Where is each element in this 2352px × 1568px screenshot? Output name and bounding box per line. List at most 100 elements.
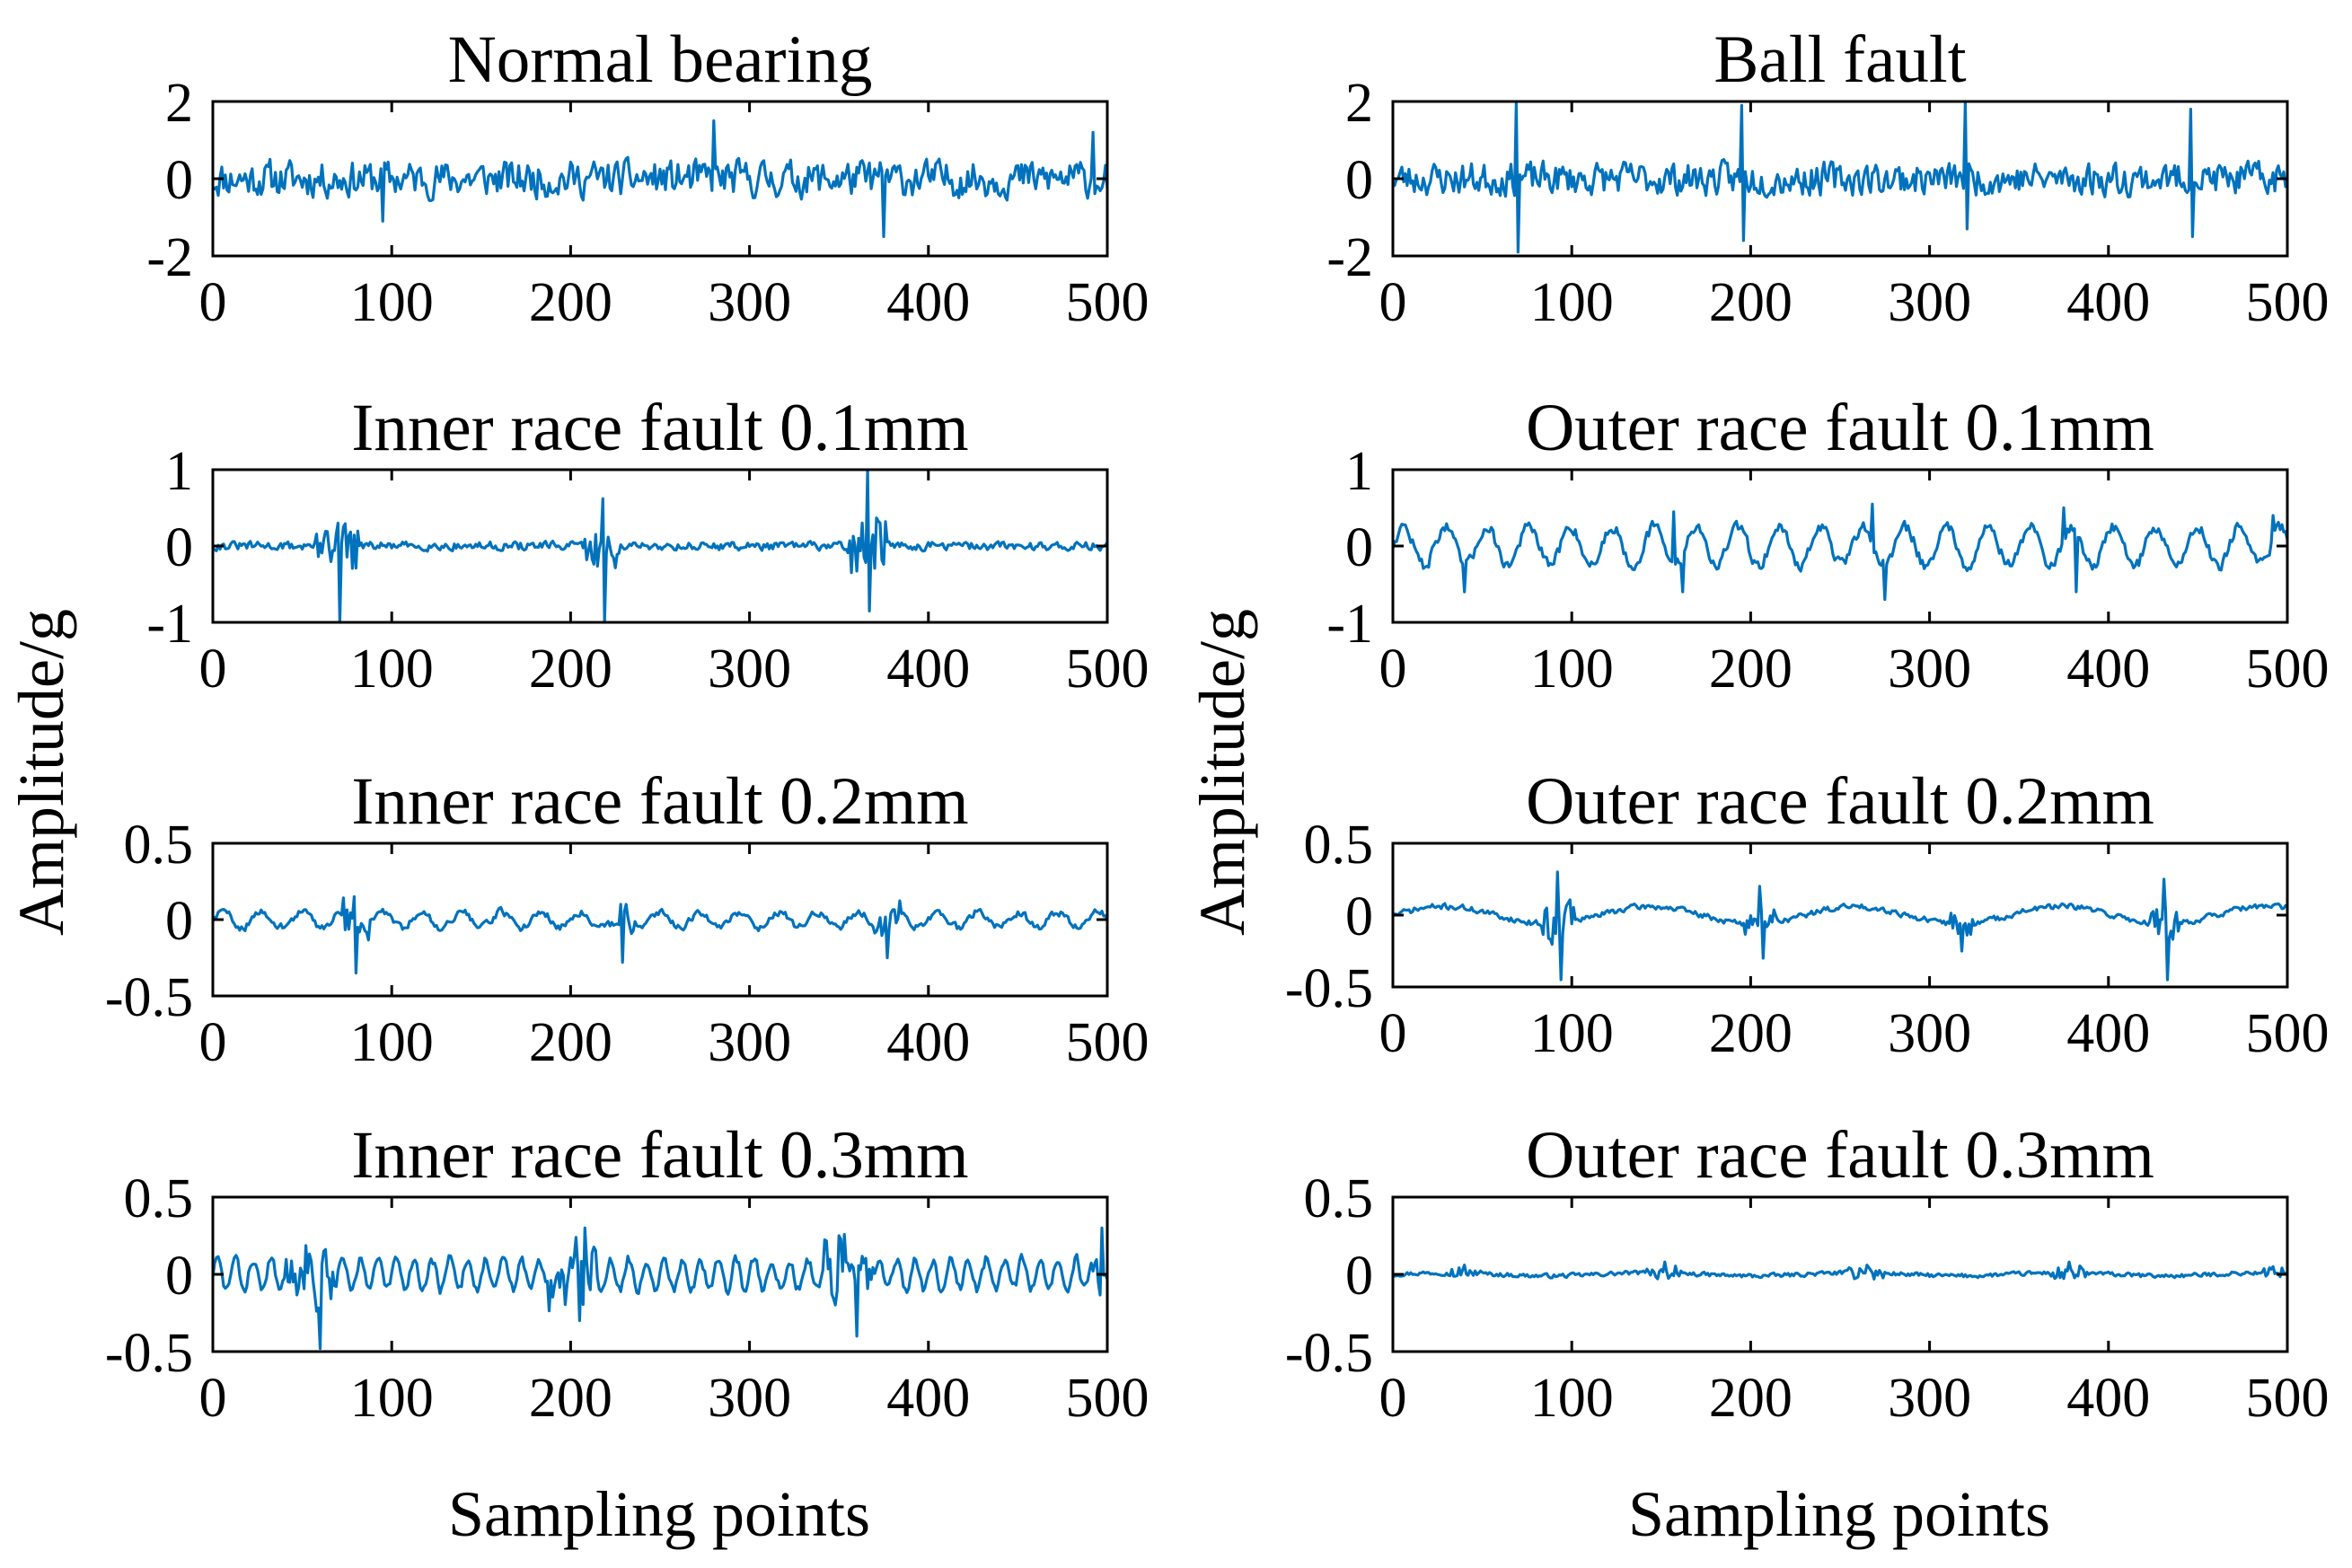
- subplot-8: Outer race fault 0.3mm 0 100 200 300 400 500 -0…: [1285, 1118, 2330, 1429]
- x-tick-label: 300: [1888, 272, 1971, 333]
- x-tick-label: 400: [2066, 272, 2150, 333]
- x-axis-label-left: Sampling points: [448, 1478, 870, 1550]
- x-tick-label: 400: [886, 639, 970, 700]
- y-tick-label: 0: [1345, 1246, 1373, 1307]
- x-tick-label: 200: [529, 1368, 612, 1429]
- x-tick-label: 400: [2066, 1368, 2150, 1429]
- x-tick-label: 0: [199, 639, 227, 700]
- x-tick-label: 500: [2246, 272, 2330, 333]
- x-tick-label: 0: [199, 272, 227, 333]
- subplot-title: Inner race fault 0.2mm: [351, 764, 968, 839]
- x-tick-label: 500: [2246, 1368, 2330, 1429]
- subplot-4: Outer race fault 0.1mm 0 100 200 300 400 500 -1…: [1326, 391, 2329, 700]
- x-tick-label: 300: [708, 272, 791, 333]
- x-axis-label-right: Sampling points: [1628, 1478, 2050, 1550]
- subplot-title: Ball fault: [1713, 22, 1966, 97]
- subplot-6: Outer race fault 0.2mm 0 100 200 300 400 500 -0…: [1285, 764, 2330, 1064]
- x-tick-label: 100: [1530, 1368, 1614, 1429]
- y-tick-label: -2: [1326, 227, 1373, 288]
- subplot-title: Inner race fault 0.3mm: [351, 1118, 968, 1193]
- x-tick-label: 200: [529, 1012, 612, 1073]
- y-tick-label: 0.5: [124, 815, 194, 876]
- y-axis-label-right: Amplitude/g: [1186, 609, 1258, 936]
- signal-series-line: [211, 1226, 1109, 1351]
- subplot-title: Outer race fault 0.3mm: [1526, 1118, 2154, 1193]
- x-tick-label: 300: [708, 1368, 791, 1429]
- y-tick-label: 0.5: [1304, 815, 1374, 876]
- x-tick-label: 0: [199, 1012, 227, 1073]
- y-tick-label: 1: [165, 441, 193, 502]
- x-tick-label: 400: [2066, 639, 2150, 700]
- y-tick-label: 0: [165, 150, 193, 211]
- signal-series-line: [1391, 870, 2288, 982]
- x-tick-label: 200: [529, 639, 612, 700]
- y-tick-label: 2: [1345, 73, 1373, 134]
- signal-series-line: [211, 119, 1109, 239]
- x-tick-label: 100: [350, 272, 434, 333]
- y-tick-label: 0.5: [124, 1168, 194, 1229]
- y-tick-label: 0: [165, 891, 193, 952]
- x-tick-label: 200: [1709, 272, 1793, 333]
- x-tick-label: 0: [1379, 639, 1407, 700]
- subplot-title: Outer race fault 0.1mm: [1526, 391, 2154, 465]
- x-tick-label: 100: [350, 1368, 434, 1429]
- x-tick-label: 100: [1530, 639, 1614, 700]
- x-tick-label: 0: [199, 1368, 227, 1429]
- x-tick-label: 400: [2066, 1003, 2150, 1064]
- x-tick-label: 0: [1379, 1368, 1407, 1429]
- y-tick-label: -2: [146, 227, 193, 288]
- subplot-title: Inner race fault 0.1mm: [351, 391, 968, 465]
- y-tick-label: -0.5: [1285, 958, 1373, 1019]
- y-tick-label: -1: [1326, 594, 1373, 655]
- y-tick-label: 0: [1345, 517, 1373, 578]
- x-tick-label: 500: [1066, 639, 1150, 700]
- signal-series-line: [1392, 100, 2289, 254]
- y-tick-label: 2: [165, 73, 193, 134]
- x-tick-label: 500: [2246, 639, 2330, 700]
- y-tick-label: -0.5: [105, 967, 193, 1028]
- x-tick-label: 300: [1888, 1368, 1971, 1429]
- x-tick-label: 100: [1530, 1003, 1614, 1064]
- x-tick-label: 500: [1066, 272, 1150, 333]
- x-tick-label: 300: [1888, 639, 1971, 700]
- x-tick-label: 300: [708, 639, 791, 700]
- signal-series-line: [211, 894, 1109, 975]
- x-tick-label: 0: [1379, 272, 1407, 333]
- subplot-title: Outer race fault 0.2mm: [1526, 764, 2154, 839]
- x-tick-label: 300: [1888, 1003, 1971, 1064]
- x-tick-label: 100: [1530, 272, 1614, 333]
- y-tick-label: 0: [165, 517, 193, 578]
- y-tick-label: 1: [1345, 441, 1373, 502]
- x-tick-label: 200: [1709, 639, 1793, 700]
- y-tick-label: 0: [1345, 150, 1373, 211]
- y-tick-label: 0: [1345, 886, 1373, 947]
- x-tick-label: 300: [708, 1012, 791, 1073]
- x-tick-label: 200: [1709, 1368, 1793, 1429]
- x-tick-label: 200: [529, 272, 612, 333]
- x-tick-label: 400: [886, 1368, 970, 1429]
- x-tick-label: 400: [886, 1012, 970, 1073]
- x-tick-label: 400: [886, 272, 970, 333]
- subplot-3: Inner race fault 0.1mm 0 100 200 300 400 500 -1…: [146, 391, 1149, 700]
- x-tick-label: 100: [350, 639, 434, 700]
- subplot-7: Inner race fault 0.3mm 0 100 200 300 400 500 -0…: [105, 1118, 1150, 1429]
- y-tick-label: 0.5: [1304, 1168, 1374, 1229]
- x-tick-label: 200: [1709, 1003, 1793, 1064]
- y-axis-label-left: Amplitude/g: [5, 609, 77, 936]
- signal-series-line: [211, 468, 1109, 624]
- y-tick-label: 0: [165, 1246, 193, 1307]
- axes-frame: [1391, 468, 2289, 624]
- x-tick-label: 100: [350, 1012, 434, 1073]
- y-tick-label: -0.5: [105, 1323, 193, 1384]
- x-tick-label: 500: [2246, 1003, 2330, 1064]
- subplot-title: Normal bearing: [448, 22, 873, 97]
- x-tick-label: 0: [1379, 1003, 1407, 1064]
- x-tick-label: 500: [1066, 1012, 1150, 1073]
- signal-series-line: [1391, 502, 2289, 602]
- subplot-5: Inner race fault 0.2mm 0 100 200 300 400 500 -0…: [105, 764, 1150, 1073]
- y-tick-label: -0.5: [1285, 1323, 1373, 1384]
